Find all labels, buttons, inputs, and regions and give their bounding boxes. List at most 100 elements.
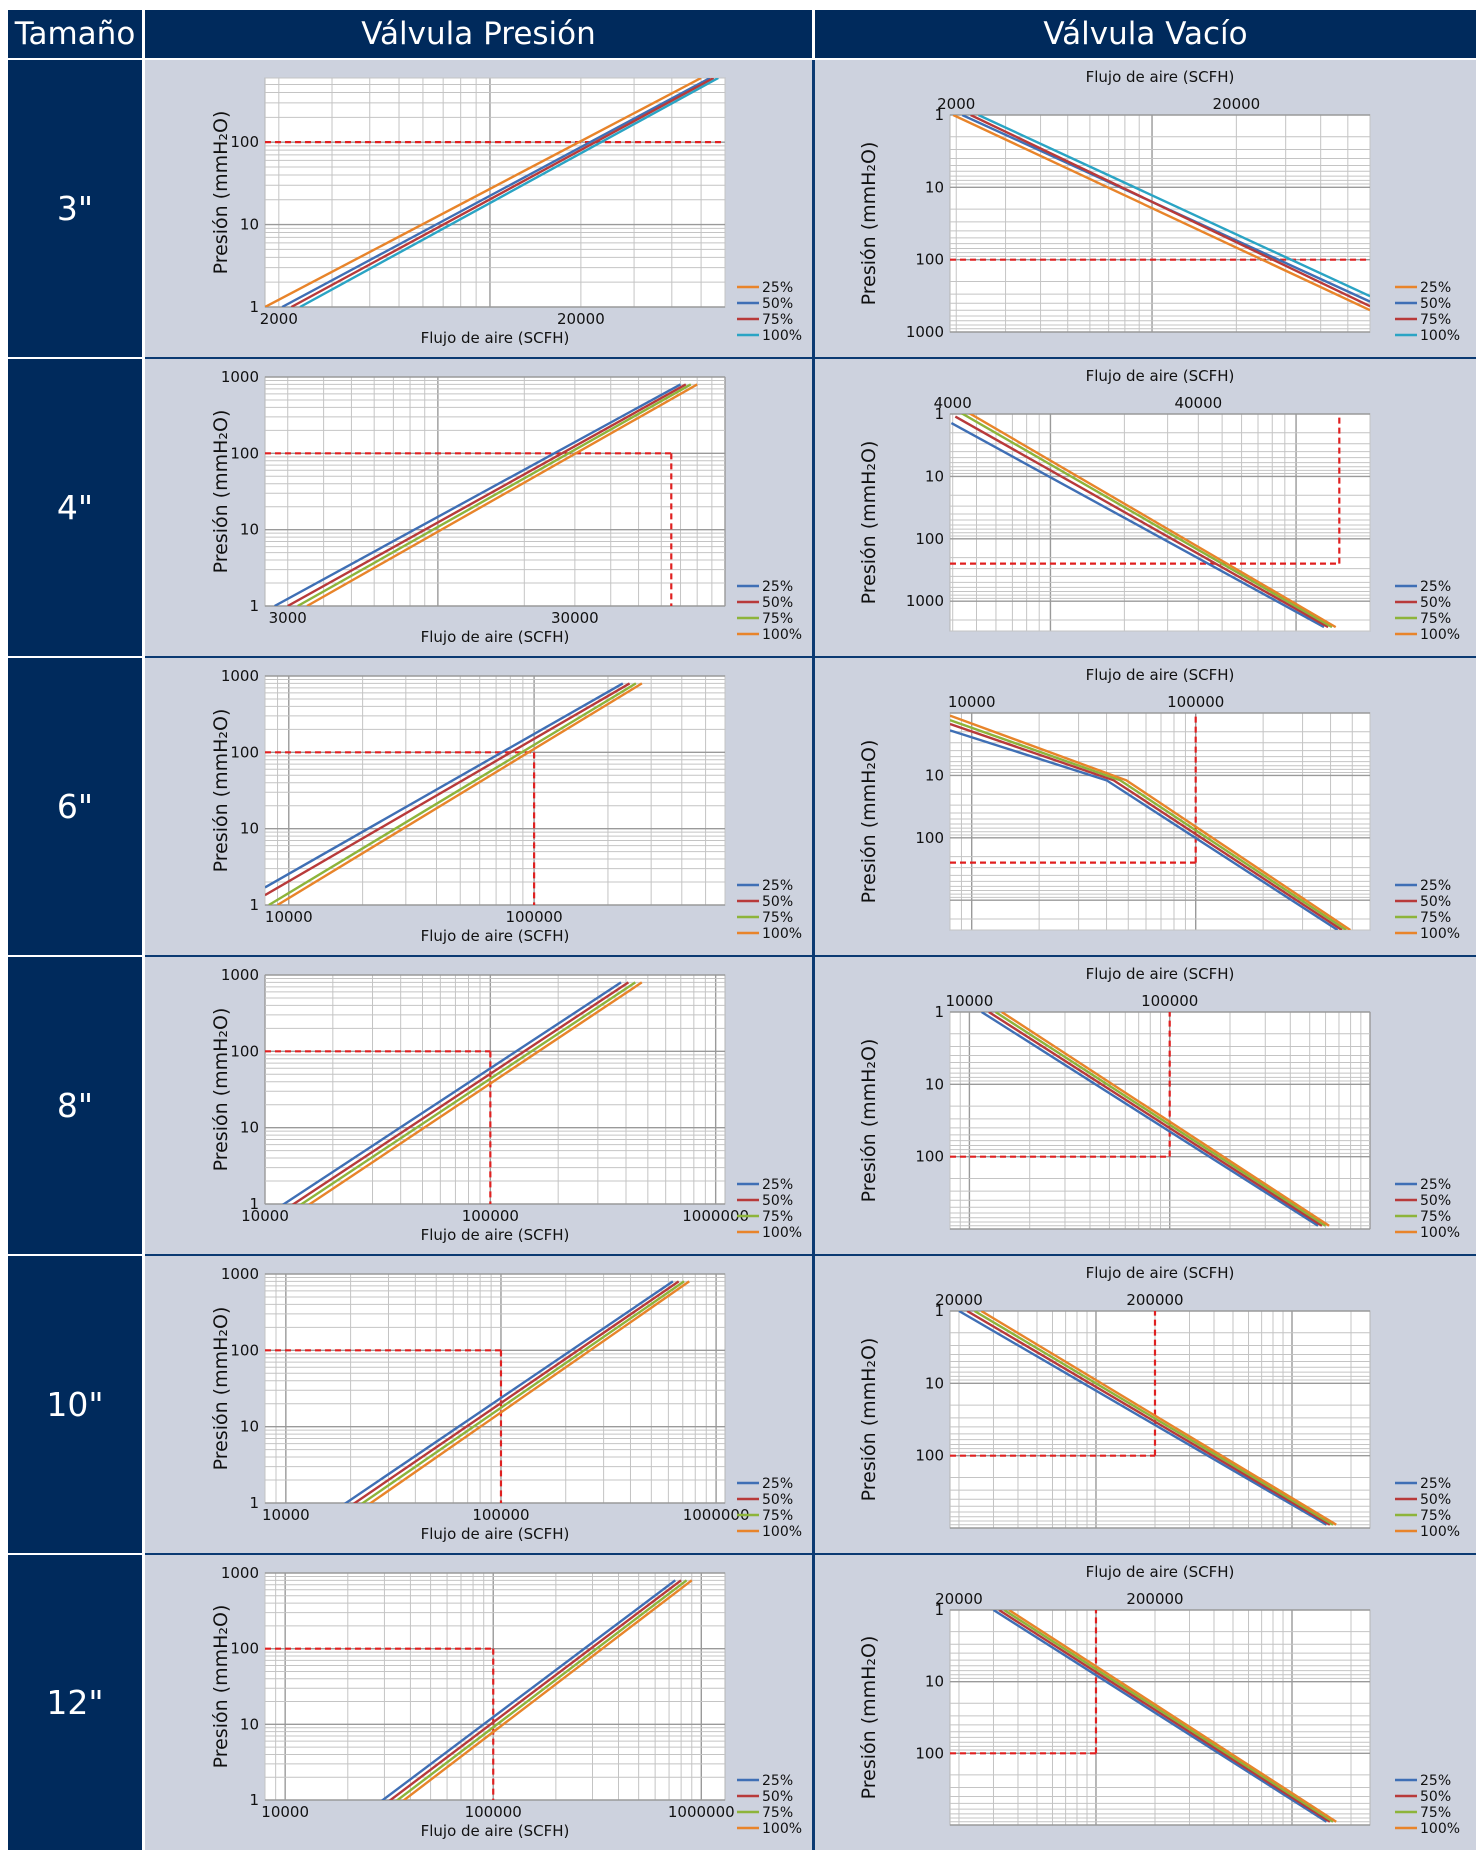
chart-svg: 10 100 10000 100000 Flujo de aire (SCFH) Pres… bbox=[858, 666, 1460, 942]
legend: 25%50%75%100% bbox=[737, 1476, 802, 1540]
y-tick-label: 1 bbox=[934, 106, 944, 124]
chart-panel-vacuum-5: 10 100 10000 100000 Flujo de aire (SCFH) Pres… bbox=[815, 658, 1476, 955]
series-line-25pct bbox=[380, 1579, 677, 1800]
chart-svg: 1 10 100 20000 200000 Flujo de aire (SCFH) Pre… bbox=[858, 1264, 1460, 1540]
x-tick-label: 10000 bbox=[261, 1803, 309, 1821]
series-line-75pct bbox=[297, 383, 692, 606]
series-group bbox=[343, 1280, 690, 1503]
series-line-50pct bbox=[954, 415, 1329, 629]
x-axis-title: Flujo de aire (SCFH) bbox=[1086, 666, 1235, 684]
series-line-75pct bbox=[950, 718, 1347, 930]
series-line-50pct bbox=[281, 78, 711, 307]
series-line-100pct bbox=[368, 1280, 690, 1503]
series-group bbox=[952, 115, 1370, 312]
x-tick-label: 10000 bbox=[241, 1207, 289, 1225]
legend: 25%50%75%100% bbox=[1395, 280, 1460, 344]
series-line-25pct bbox=[343, 1280, 674, 1503]
header-vacuum-valve: Válvula Vacío bbox=[815, 10, 1476, 58]
chart-panel-pressure-2: 1 10 100 1000 3000 30000 Flujo de aire (SCFH) P… bbox=[145, 359, 812, 656]
series-line-50pct bbox=[966, 1311, 1331, 1526]
series-line-100pct bbox=[306, 383, 698, 606]
chart-panel-vacuum-9: 1 10 100 20000 200000 Flujo de aire (SCFH) Pre… bbox=[815, 1256, 1476, 1553]
series-line-25pct bbox=[958, 1311, 1328, 1526]
chart-svg: 1 10 100 1000 10000 100000 1000000 Flujo de air… bbox=[210, 966, 802, 1244]
legend-label: 100% bbox=[762, 627, 802, 643]
row-separator bbox=[145, 1254, 1476, 1256]
x-axis-title: Flujo de aire (SCFH) bbox=[1086, 965, 1235, 983]
y-tick-label: 10 bbox=[240, 1418, 259, 1436]
chart-svg: 1 10 100 20000 200000 Flujo de aire (SCFH) Pre… bbox=[858, 1563, 1460, 1837]
legend-label: 25% bbox=[1420, 878, 1451, 894]
chart-panel-vacuum-11: 1 10 100 20000 200000 Flujo de aire (SCFH) Pre… bbox=[815, 1555, 1476, 1850]
legend-label: 25% bbox=[1420, 1476, 1451, 1492]
x-tick-label: 20000 bbox=[557, 310, 605, 328]
x-tick-label: 100000 bbox=[472, 1506, 529, 1524]
y-tick-label: 1000 bbox=[221, 1564, 259, 1582]
legend-label: 100% bbox=[762, 1821, 802, 1837]
legend-label: 100% bbox=[1420, 1225, 1460, 1241]
legend-label: 100% bbox=[1420, 1524, 1460, 1540]
series-line-75pct bbox=[360, 1280, 685, 1503]
legend-label: 100% bbox=[762, 1225, 802, 1241]
x-axis-title: Flujo de aire (SCFH) bbox=[421, 1822, 570, 1840]
legend-label: 75% bbox=[1420, 1209, 1451, 1225]
y-axis-title: Presión (mmH₂O) bbox=[210, 111, 232, 275]
legend-label: 25% bbox=[1420, 579, 1451, 595]
series-group bbox=[992, 1610, 1337, 1823]
series-line-100pct bbox=[307, 981, 643, 1204]
legend-label: 75% bbox=[1420, 1805, 1451, 1821]
series-line-25pct bbox=[980, 1012, 1319, 1227]
row-separator bbox=[145, 1553, 1476, 1555]
x-tick-label: 30000 bbox=[551, 609, 599, 627]
y-tick-label: 1000 bbox=[906, 323, 944, 341]
y-tick-label: 1 bbox=[934, 405, 944, 423]
chart-svg: 1 10 100 1000 10000 100000 1000000 Flujo de air… bbox=[210, 1564, 802, 1840]
y-axis-title: Presión (mmH₂O) bbox=[858, 1636, 880, 1800]
x-axis-title: Flujo de aire (SCFH) bbox=[421, 927, 570, 945]
series-line-75pct bbox=[1003, 1610, 1334, 1823]
x-tick-label: 100000 bbox=[505, 908, 562, 926]
legend-label: 75% bbox=[762, 1805, 793, 1821]
y-tick-label: 100 bbox=[915, 829, 944, 847]
x-tick-label: 1000000 bbox=[682, 1207, 749, 1225]
y-tick-label: 100 bbox=[230, 1640, 259, 1658]
series-line-100pct bbox=[950, 714, 1351, 930]
legend-label: 50% bbox=[1420, 1789, 1451, 1805]
y-axis-title: Presión (mmH₂O) bbox=[858, 740, 880, 904]
y-tick-label: 1000 bbox=[221, 966, 259, 984]
series-line-50pct bbox=[291, 981, 630, 1204]
legend-label: 100% bbox=[762, 926, 802, 942]
series-group bbox=[950, 414, 1337, 629]
size-label-6in: 6" bbox=[8, 658, 142, 955]
series-line-100pct bbox=[276, 682, 643, 905]
series-line-75pct bbox=[994, 1012, 1327, 1227]
series-line-75pct bbox=[973, 1311, 1334, 1526]
series-group bbox=[265, 78, 719, 307]
series-line-100pct bbox=[1008, 1610, 1337, 1823]
y-tick-label: 10 bbox=[240, 820, 259, 838]
legend-label: 50% bbox=[762, 1193, 793, 1209]
series-line-50pct bbox=[998, 1610, 1331, 1823]
chart-panel-pressure-6: 1 10 100 1000 10000 100000 1000000 Flujo de air… bbox=[145, 957, 812, 1254]
series-group bbox=[980, 1012, 1330, 1227]
y-tick-label: 100 bbox=[230, 743, 259, 761]
y-tick-label: 10 bbox=[240, 1715, 259, 1733]
series-line-100pct bbox=[1001, 1012, 1330, 1227]
x-tick-label: 10000 bbox=[262, 1506, 310, 1524]
y-tick-label: 1 bbox=[934, 1601, 944, 1619]
legend-label: 100% bbox=[1420, 1821, 1460, 1837]
chart-panel-pressure-4: 1 10 100 1000 10000 100000 Flujo de aire (SCFH… bbox=[145, 658, 812, 955]
y-tick-label: 1 bbox=[249, 1494, 259, 1512]
legend: 25%50%75%100% bbox=[737, 579, 802, 643]
chart-panel-pressure-0: 1 10 100 2000 20000 Flujo de aire (SCFH) Presi… bbox=[145, 60, 812, 357]
header-size: Tamaño bbox=[8, 10, 142, 58]
y-tick-label: 100 bbox=[230, 1042, 259, 1060]
legend-label: 25% bbox=[762, 878, 793, 894]
legend-label: 25% bbox=[1420, 1177, 1451, 1193]
chart-panel-vacuum-1: 1 10 100 1000 2000 20000 Flujo de aire (SCFH) P… bbox=[815, 60, 1476, 357]
legend-label: 50% bbox=[762, 296, 793, 312]
y-axis-title: Presión (mmH₂O) bbox=[210, 410, 232, 574]
x-axis-title: Flujo de aire (SCFH) bbox=[421, 628, 570, 646]
legend-label: 50% bbox=[1420, 595, 1451, 611]
